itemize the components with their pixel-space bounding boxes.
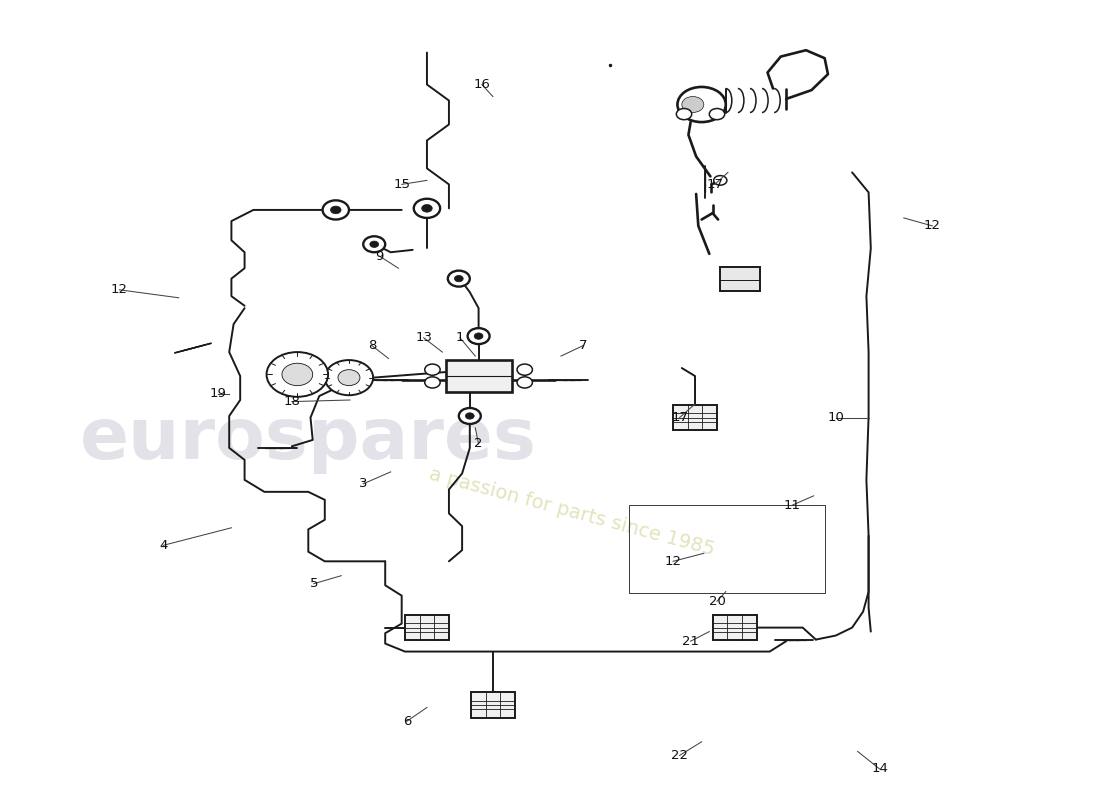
Text: 11: 11 bbox=[783, 499, 800, 512]
Circle shape bbox=[714, 175, 727, 185]
Bar bbox=[713, 615, 757, 640]
Text: 1: 1 bbox=[455, 331, 464, 344]
Bar bbox=[673, 405, 717, 430]
Text: 17: 17 bbox=[671, 411, 689, 424]
Text: 16: 16 bbox=[473, 78, 491, 91]
Circle shape bbox=[448, 270, 470, 286]
Circle shape bbox=[710, 109, 725, 120]
Circle shape bbox=[421, 205, 432, 212]
Circle shape bbox=[425, 377, 440, 388]
Circle shape bbox=[322, 200, 349, 219]
Text: 5: 5 bbox=[309, 577, 318, 590]
Bar bbox=[629, 506, 825, 594]
Circle shape bbox=[682, 97, 704, 113]
Circle shape bbox=[678, 87, 726, 122]
Circle shape bbox=[517, 364, 532, 375]
Text: 19: 19 bbox=[210, 387, 227, 400]
Circle shape bbox=[414, 198, 440, 218]
Text: 12: 12 bbox=[111, 283, 128, 296]
Text: 9: 9 bbox=[375, 250, 384, 262]
Circle shape bbox=[517, 377, 532, 388]
Circle shape bbox=[338, 370, 360, 386]
Circle shape bbox=[474, 333, 483, 339]
Text: 8: 8 bbox=[367, 339, 376, 352]
Circle shape bbox=[465, 413, 474, 419]
Text: 3: 3 bbox=[359, 478, 367, 490]
Circle shape bbox=[266, 352, 328, 397]
Circle shape bbox=[330, 206, 341, 214]
Circle shape bbox=[282, 363, 312, 386]
Text: 22: 22 bbox=[671, 749, 689, 762]
Circle shape bbox=[324, 360, 373, 395]
Bar bbox=[405, 615, 449, 640]
Circle shape bbox=[425, 364, 440, 375]
Text: eurospares: eurospares bbox=[80, 406, 537, 474]
Text: 15: 15 bbox=[393, 178, 410, 191]
Text: 12: 12 bbox=[664, 555, 682, 568]
Text: 21: 21 bbox=[682, 634, 700, 648]
Bar bbox=[720, 266, 760, 290]
Text: 4: 4 bbox=[160, 539, 167, 552]
Text: 2: 2 bbox=[474, 438, 483, 450]
Text: 17: 17 bbox=[706, 178, 724, 191]
Text: 12: 12 bbox=[924, 219, 940, 233]
Bar bbox=[471, 692, 515, 718]
Text: 13: 13 bbox=[415, 331, 432, 344]
Text: 18: 18 bbox=[284, 395, 300, 408]
Circle shape bbox=[454, 275, 463, 282]
Text: 20: 20 bbox=[708, 594, 725, 608]
Text: 10: 10 bbox=[827, 411, 844, 424]
Circle shape bbox=[676, 109, 692, 120]
Circle shape bbox=[459, 408, 481, 424]
Text: 14: 14 bbox=[871, 762, 888, 775]
Circle shape bbox=[370, 241, 378, 247]
Text: 6: 6 bbox=[403, 714, 411, 727]
Circle shape bbox=[468, 328, 490, 344]
Circle shape bbox=[363, 236, 385, 252]
Text: a passion for parts since 1985: a passion for parts since 1985 bbox=[427, 465, 717, 559]
Text: 7: 7 bbox=[579, 339, 587, 352]
Bar bbox=[446, 360, 512, 392]
